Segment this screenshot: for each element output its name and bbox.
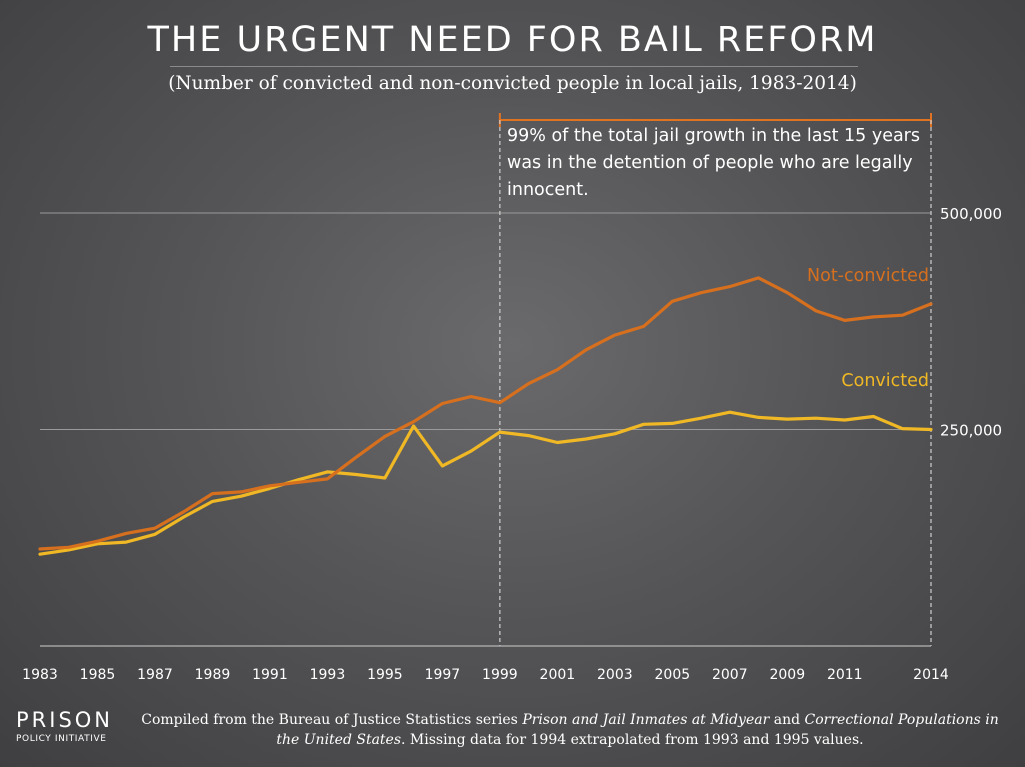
series-label-convicted: Convicted bbox=[841, 371, 929, 391]
footnote-text-1: Compiled from the Bureau of Justice Stat… bbox=[141, 712, 523, 728]
x-tick-label: 2005 bbox=[655, 667, 691, 683]
y-tick-label: 500,000 bbox=[940, 205, 1002, 223]
series-labels: Not-convicted Convicted bbox=[807, 266, 929, 391]
series-label-not-convicted: Not-convicted bbox=[807, 266, 929, 286]
x-tick-label: 2007 bbox=[712, 667, 748, 683]
footnote-series-title-1: Prison and Jail Inmates at Midyear bbox=[522, 712, 770, 728]
x-tick-label: 1993 bbox=[310, 667, 346, 683]
x-tick-label: 2001 bbox=[540, 667, 576, 683]
footnote-text-2: and bbox=[769, 712, 805, 728]
series-line-not-convicted bbox=[38, 276, 933, 551]
x-tick-label: 1989 bbox=[195, 667, 231, 683]
y-axis: 250,000 500,000 bbox=[940, 205, 1002, 440]
footnote-series-title-2: Correctional Populations in the United S… bbox=[276, 712, 999, 748]
annotation-bracket bbox=[498, 113, 932, 646]
x-tick-label: 1987 bbox=[137, 667, 173, 683]
x-tick-label: 1997 bbox=[425, 667, 461, 683]
chart-subtitle: (Number of convicted and non-convicted p… bbox=[168, 73, 857, 94]
x-tick-label: 1983 bbox=[22, 667, 58, 683]
series-lines bbox=[38, 276, 933, 556]
footnote-text-3: . Missing data for 1994 extrapolated fro… bbox=[401, 732, 864, 748]
series-line-convicted bbox=[38, 410, 933, 556]
x-tick-label: 1999 bbox=[482, 667, 518, 683]
prison-policy-initiative-logo: PRISON POLICY INITIATIVE bbox=[16, 708, 116, 744]
x-tick-label: 2014 bbox=[913, 667, 949, 683]
source-footnote: Compiled from the Bureau of Justice Stat… bbox=[130, 710, 1010, 750]
title-divider bbox=[170, 66, 858, 67]
gridlines bbox=[40, 212, 931, 430]
x-tick-label: 2009 bbox=[769, 667, 805, 683]
x-tick-label: 1985 bbox=[80, 667, 116, 683]
x-tick-label: 1991 bbox=[252, 667, 288, 683]
x-tick-label: 2011 bbox=[827, 667, 863, 683]
y-tick-label: 250,000 bbox=[940, 422, 1002, 440]
x-tick-label: 2003 bbox=[597, 667, 633, 683]
annotation-text: 99% of the total jail growth in the last… bbox=[507, 126, 920, 200]
x-tick-label: 1995 bbox=[367, 667, 403, 683]
chart-title: THE URGENT NEED FOR BAIL REFORM bbox=[147, 20, 878, 60]
x-axis: 1983 1985 1987 1989 1991 1993 1995 1997 1999 2001… bbox=[22, 645, 949, 683]
logo-wordmark: PRISON bbox=[16, 708, 114, 732]
logo-subtitle: POLICY INITIATIVE bbox=[16, 734, 107, 744]
